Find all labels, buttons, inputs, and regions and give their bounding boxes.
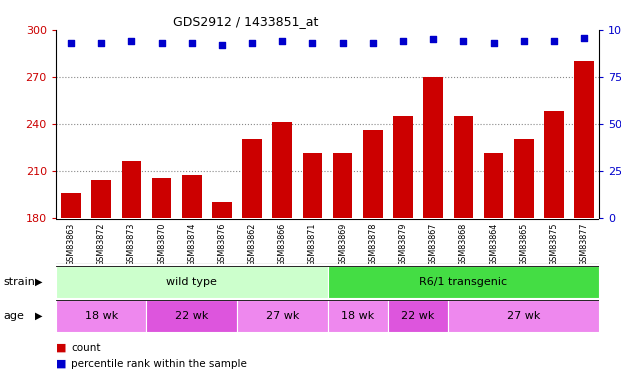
Text: 22 wk: 22 wk <box>175 311 209 321</box>
Text: GDS2912 / 1433851_at: GDS2912 / 1433851_at <box>173 15 319 28</box>
Text: GSM83869: GSM83869 <box>338 222 347 266</box>
Text: GSM83875: GSM83875 <box>550 222 558 266</box>
Point <box>519 38 528 44</box>
Point <box>247 40 257 46</box>
Point <box>579 34 589 40</box>
Point <box>307 40 317 46</box>
Text: ▶: ▶ <box>35 311 42 321</box>
Bar <box>122 161 141 375</box>
Text: GSM83872: GSM83872 <box>97 222 106 266</box>
Bar <box>302 153 322 375</box>
Text: GSM83874: GSM83874 <box>188 222 196 266</box>
Point <box>458 38 468 44</box>
Point <box>338 40 348 46</box>
Text: ■: ■ <box>56 359 66 369</box>
Bar <box>242 140 262 375</box>
Bar <box>388 300 448 332</box>
Point <box>66 40 76 46</box>
Text: 18 wk: 18 wk <box>341 311 374 321</box>
Text: ■: ■ <box>56 343 66 353</box>
Text: GSM83877: GSM83877 <box>579 222 589 266</box>
Bar <box>544 111 564 375</box>
Text: GSM83878: GSM83878 <box>368 222 378 266</box>
Bar <box>147 300 237 332</box>
Point <box>549 38 559 44</box>
Text: count: count <box>71 343 101 353</box>
Point <box>489 40 499 46</box>
Text: GSM83862: GSM83862 <box>248 222 256 266</box>
Bar <box>333 153 353 375</box>
Bar <box>448 300 599 332</box>
Text: ▶: ▶ <box>35 277 42 287</box>
Text: GSM83873: GSM83873 <box>127 222 136 266</box>
Text: GSM83871: GSM83871 <box>308 222 317 266</box>
Point <box>156 40 166 46</box>
Text: R6/1 transgenic: R6/1 transgenic <box>419 277 507 287</box>
Point <box>96 40 106 46</box>
Point <box>127 38 137 44</box>
Bar <box>393 116 413 375</box>
Text: GSM83863: GSM83863 <box>66 222 76 266</box>
Text: GSM83870: GSM83870 <box>157 222 166 266</box>
Text: GSM83867: GSM83867 <box>428 222 438 266</box>
Bar <box>182 176 202 375</box>
Text: GSM83865: GSM83865 <box>519 222 528 266</box>
Bar <box>91 180 111 375</box>
Text: GSM83868: GSM83868 <box>459 222 468 266</box>
Text: 27 wk: 27 wk <box>507 311 540 321</box>
Bar <box>328 300 388 332</box>
Text: GSM83879: GSM83879 <box>399 222 407 266</box>
Text: age: age <box>3 311 24 321</box>
Text: wild type: wild type <box>166 277 217 287</box>
Bar <box>212 202 232 375</box>
Text: 27 wk: 27 wk <box>266 311 299 321</box>
Bar <box>56 300 147 332</box>
Point <box>398 38 408 44</box>
Bar <box>424 77 443 375</box>
Text: GSM83876: GSM83876 <box>217 222 227 266</box>
Bar <box>484 153 504 375</box>
Text: percentile rank within the sample: percentile rank within the sample <box>71 359 247 369</box>
Text: GSM83866: GSM83866 <box>278 222 287 266</box>
Bar <box>56 266 328 298</box>
Bar <box>453 116 473 375</box>
Bar <box>61 192 81 375</box>
Bar <box>273 122 292 375</box>
Text: strain: strain <box>3 277 35 287</box>
Point <box>278 38 288 44</box>
Text: 22 wk: 22 wk <box>401 311 435 321</box>
Bar <box>514 140 533 375</box>
Bar <box>363 130 383 375</box>
Point <box>217 42 227 48</box>
Bar <box>574 61 594 375</box>
Point <box>428 36 438 42</box>
Bar <box>152 178 171 375</box>
Bar <box>328 266 599 298</box>
Point <box>368 40 378 46</box>
Text: 18 wk: 18 wk <box>84 311 118 321</box>
Text: GSM83864: GSM83864 <box>489 222 498 266</box>
Bar <box>237 300 328 332</box>
Point <box>187 40 197 46</box>
